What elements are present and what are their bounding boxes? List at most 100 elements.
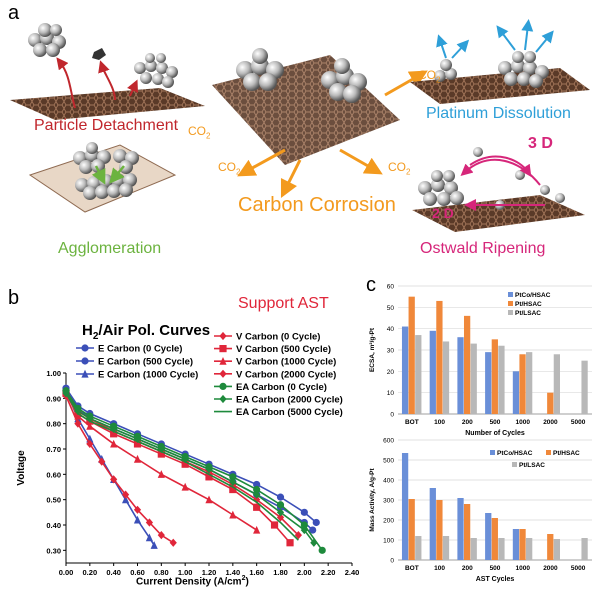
bar bbox=[491, 518, 498, 560]
chart-b-xlabel: Current Density (A/cm2) bbox=[136, 575, 249, 588]
legend-swatch bbox=[508, 310, 513, 315]
series-line bbox=[65, 395, 174, 544]
x-tick-label: 1.80 bbox=[273, 568, 288, 577]
data-point bbox=[110, 430, 118, 438]
bar bbox=[408, 499, 415, 560]
agglomeration-sheet bbox=[28, 142, 177, 213]
bar bbox=[512, 371, 520, 414]
bar bbox=[415, 536, 422, 560]
data-point bbox=[133, 440, 142, 448]
category-label: 500 bbox=[490, 565, 501, 572]
y-tick-label: 200 bbox=[383, 518, 394, 525]
data-point bbox=[205, 465, 213, 474]
x-tick-label: 0.00 bbox=[59, 568, 74, 577]
co2-label-1: CO2 bbox=[188, 124, 211, 141]
data-point bbox=[133, 454, 142, 463]
mechanism-illustration bbox=[10, 19, 590, 232]
data-point bbox=[229, 485, 237, 494]
y-tick-label: 20 bbox=[387, 369, 395, 376]
legend-label: PtCo/HSAC bbox=[497, 450, 533, 457]
bar bbox=[401, 453, 409, 560]
data-point bbox=[133, 505, 142, 514]
data-point bbox=[133, 515, 142, 524]
category-label: 5000 bbox=[571, 419, 586, 426]
bar bbox=[498, 538, 505, 560]
legend-label: PtCo/HSAC bbox=[515, 292, 551, 299]
panel-c-letter: c bbox=[366, 274, 376, 296]
data-point bbox=[229, 510, 237, 519]
bar bbox=[401, 326, 409, 414]
x-tick-label: 0.40 bbox=[106, 568, 121, 577]
y-tick-label: 1.00 bbox=[46, 369, 61, 378]
x-axis-label: AST Cycles bbox=[476, 576, 515, 583]
legend-swatch bbox=[508, 292, 513, 297]
bar bbox=[442, 341, 450, 414]
panel-a: a bbox=[0, 0, 600, 285]
data-point bbox=[157, 450, 165, 458]
data-point bbox=[253, 503, 261, 511]
legend-label: EA Carbon (2000 Cycle) bbox=[236, 395, 343, 406]
data-point bbox=[270, 521, 279, 529]
y-tick-label: 400 bbox=[383, 478, 394, 485]
chart-b-title: H2/Air Pol. Curves bbox=[82, 322, 211, 342]
bar bbox=[436, 300, 443, 414]
label-3d: 3 D bbox=[528, 135, 553, 152]
bar bbox=[512, 529, 520, 560]
bar bbox=[408, 296, 415, 414]
data-point bbox=[253, 480, 261, 489]
legend-marker bbox=[219, 357, 227, 365]
series-5 bbox=[62, 389, 261, 534]
legend-label: V Carbon (500 Cycle) bbox=[236, 344, 331, 355]
y-tick-label: 100 bbox=[383, 538, 394, 545]
bar bbox=[498, 345, 505, 414]
x-tick-label: 0.60 bbox=[130, 568, 145, 577]
bar bbox=[470, 538, 477, 560]
data-point bbox=[145, 518, 154, 527]
label-2d: 2 D bbox=[432, 205, 454, 221]
category-label: 1000 bbox=[515, 565, 530, 572]
category-label: 1000 bbox=[515, 419, 530, 426]
category-label: BOT bbox=[405, 419, 419, 426]
bar-chart-0: 0 10 20 30 40 50 60 BOT 100 200 500 1000 2000 5000 Num… bbox=[369, 284, 592, 437]
bar bbox=[429, 330, 436, 414]
legend-label: Pt/HSAC bbox=[515, 301, 542, 308]
category-label: 100 bbox=[434, 565, 445, 572]
data-point bbox=[205, 473, 213, 481]
y-tick-label: 0.40 bbox=[46, 521, 61, 530]
y-tick-label: 0.60 bbox=[46, 470, 61, 479]
legend-marker bbox=[81, 357, 89, 365]
y-tick-label: 0.90 bbox=[46, 394, 61, 403]
category-label: 200 bbox=[462, 419, 473, 426]
co2-label-2: CO2 bbox=[218, 160, 241, 177]
bar bbox=[553, 539, 560, 560]
data-point bbox=[157, 470, 165, 478]
x-tick-label: 0.20 bbox=[83, 568, 98, 577]
category-label: BOT bbox=[405, 565, 419, 572]
bar bbox=[519, 529, 526, 560]
support-ast-label: Support AST bbox=[238, 295, 329, 312]
label-agglomeration: Agglomeration bbox=[58, 240, 162, 257]
x-tick-label: 1.00 bbox=[178, 568, 193, 577]
bar bbox=[436, 500, 443, 560]
y-tick-label: 0 bbox=[390, 558, 394, 565]
y-tick-label: 50 bbox=[387, 305, 395, 312]
legend-marker bbox=[219, 382, 227, 390]
label-particle-detachment: Particle Detachment bbox=[34, 117, 179, 134]
bar bbox=[470, 343, 477, 414]
data-point bbox=[121, 495, 130, 504]
series-9 bbox=[65, 392, 299, 541]
data-point bbox=[300, 521, 308, 529]
legend-label: Pt/LSAC bbox=[519, 462, 545, 469]
data-point bbox=[310, 538, 318, 547]
y-tick-label: 300 bbox=[383, 498, 394, 505]
x-tick-label: 2.00 bbox=[297, 568, 312, 577]
bar bbox=[415, 335, 422, 414]
bar bbox=[485, 513, 492, 560]
bar-chart-1: 0 100 200 300 400 500 600 BOT 100 200 500 1000 2000 5… bbox=[369, 438, 592, 583]
category-label: 200 bbox=[462, 565, 473, 572]
legend-marker bbox=[219, 394, 227, 404]
legend-label: Pt/LSAC bbox=[515, 310, 541, 317]
panel-a-letter: a bbox=[8, 2, 20, 24]
data-point bbox=[181, 460, 189, 468]
legend-marker bbox=[81, 344, 89, 352]
